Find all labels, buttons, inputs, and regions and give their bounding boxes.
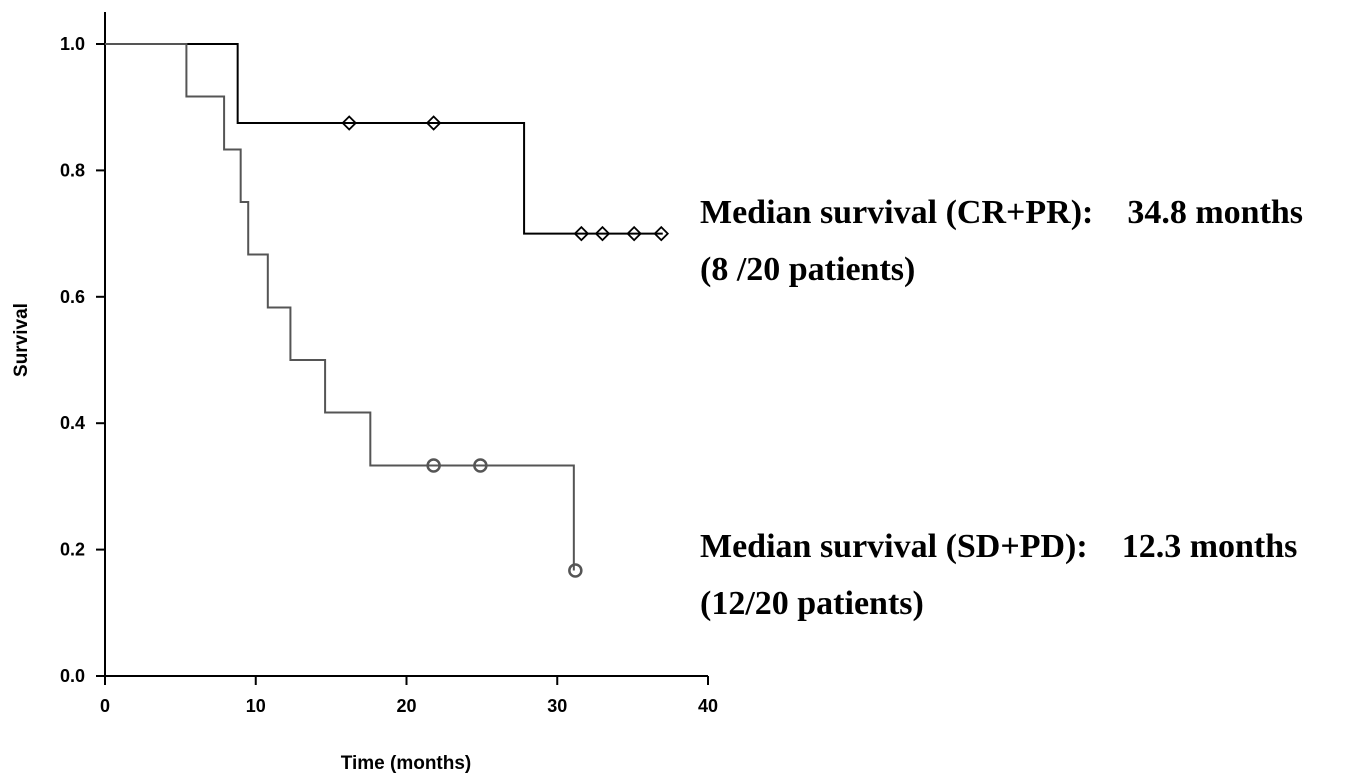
x-tick-label-4: 40 [698,696,718,716]
annotation-cr-pr-line2: (8 /20 patients) [700,251,915,288]
x-tick-label-2: 20 [396,696,416,716]
annotation-cr-pr-line1: Median survival (CR+PR): 34.8 months [700,194,1303,231]
annotations: Median survival (CR+PR): 34.8 months (8 … [700,194,1303,622]
series-1-line [105,43,575,571]
annotation-sd-pd-line2: (12/20 patients) [700,585,924,622]
tick-labels: 0 10 20 30 40 0.0 0.2 0.4 0.6 0.8 1.0 [60,34,718,716]
annotation-sd-pd-line1: Median survival (SD+PD): 12.3 months [700,528,1297,565]
x-axis-title: Time (months) [341,753,472,774]
y-tick-label-4: 0.8 [60,160,85,180]
series-1-censor-mark-0 [426,458,441,473]
series-0 [105,43,670,242]
series-1 [105,43,583,578]
series-0-censor-mark-0 [341,115,357,131]
series-0-censor-mark-4 [626,225,642,242]
axes [104,12,708,677]
y-tick-label-5: 1.0 [60,34,85,54]
ticks [96,43,709,685]
series-0-censor-mark-5 [653,225,670,242]
x-tick-label-1: 10 [246,696,266,716]
x-tick-label-0: 0 [100,696,110,716]
y-tick-label-2: 0.4 [60,413,85,433]
y-tick-label-0: 0.0 [60,666,85,686]
series-0-censor-mark-1 [425,115,442,131]
series-1-censor-mark-1 [473,458,488,473]
x-tick-label-3: 30 [547,696,567,716]
series-1-censor-mark-2 [568,563,583,578]
series-layer [105,43,670,578]
y-tick-label-1: 0.2 [60,540,85,560]
y-axis-title: Survival [11,303,32,377]
series-0-censor-mark-3 [594,225,611,242]
series-0-censor-mark-2 [573,225,590,242]
series-0-line [105,43,663,235]
y-tick-label-3: 0.6 [60,287,85,307]
